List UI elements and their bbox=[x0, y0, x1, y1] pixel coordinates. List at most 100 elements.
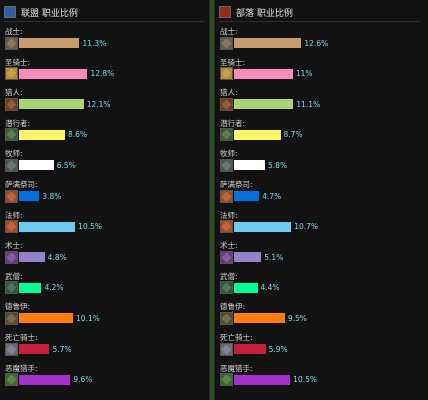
percentage-bar bbox=[19, 160, 54, 171]
warrior-sword-icon bbox=[220, 36, 233, 50]
percentage-label: 6.5% bbox=[56, 160, 76, 170]
alliance-header: 联盟 职业比例 bbox=[4, 4, 78, 20]
class-label: 术士: bbox=[5, 241, 23, 251]
percentage-label: 10.5% bbox=[293, 375, 317, 385]
death-knight-rune-icon bbox=[220, 342, 233, 356]
class-label: 武僧: bbox=[5, 271, 23, 281]
percentage-bar bbox=[234, 68, 293, 79]
percentage-label: 5.9% bbox=[268, 344, 288, 354]
alliance-class-row: 猎人: 12.1% bbox=[0, 88, 206, 116]
rogue-dagger-icon bbox=[5, 128, 18, 142]
percentage-bar bbox=[234, 344, 266, 354]
percentage-bar bbox=[19, 68, 88, 79]
percentage-bar bbox=[19, 191, 40, 201]
priest-staff-icon bbox=[220, 158, 233, 172]
horde-title: 部落 职业比例 bbox=[236, 8, 293, 19]
horde-class-row: 牧师: 5.8% bbox=[215, 149, 421, 177]
horde-class-row: 术士: 5.1% bbox=[215, 241, 421, 269]
horde-class-row: 潜行者: 8.7% bbox=[215, 119, 421, 147]
percentage-bar bbox=[234, 191, 260, 201]
percentage-bar bbox=[19, 252, 45, 263]
percentage-label: 4.7% bbox=[262, 191, 282, 201]
class-label: 术士: bbox=[220, 241, 238, 251]
shaman-totem-icon bbox=[220, 189, 233, 203]
percentage-label: 8.7% bbox=[283, 130, 303, 140]
alliance-class-row: 战士: 11.3% bbox=[0, 27, 206, 55]
class-label: 潜行者: bbox=[5, 118, 31, 128]
druid-claw-icon bbox=[220, 311, 233, 325]
class-label: 潜行者: bbox=[220, 118, 246, 128]
percentage-bar bbox=[19, 344, 50, 354]
horde-header-divider bbox=[219, 21, 420, 22]
alliance-class-row: 牧师: 6.5% bbox=[0, 149, 206, 177]
shaman-totem-icon bbox=[5, 189, 18, 203]
class-label: 萨满祭司: bbox=[220, 180, 253, 189]
paladin-hammer-icon bbox=[220, 67, 233, 81]
horde-class-row: 战士: 12.6% bbox=[215, 27, 421, 55]
percentage-label: 4.2% bbox=[44, 283, 64, 293]
percentage-label: 11.3% bbox=[82, 38, 107, 48]
alliance-class-row: 圣骑士: 12.8% bbox=[0, 58, 206, 86]
horde-class-row: 猎人: 11.1% bbox=[215, 88, 421, 116]
percentage-label: 5.7% bbox=[52, 344, 72, 354]
percentage-bar bbox=[234, 374, 291, 385]
percentage-label: 8.6% bbox=[68, 130, 88, 140]
alliance-panel: 联盟 职业比例 战士: 11.3% 圣骑士: 12.8% 猎人: 12.1% 潜行者: 8.6… bbox=[0, 0, 210, 400]
class-label: 德鲁伊: bbox=[5, 302, 31, 312]
paladin-hammer-icon bbox=[5, 67, 18, 81]
alliance-class-row: 德鲁伊: 10.1% bbox=[0, 302, 206, 330]
demon-hunter-glaive-icon bbox=[5, 373, 18, 387]
percentage-label: 11% bbox=[295, 69, 313, 79]
horde-class-row: 恶魔猎手: 10.5% bbox=[215, 364, 421, 392]
horde-panel: 部落 职业比例 战士: 12.6% 圣骑士: 11% 猎人: 11.1% 潜行者: 8.7% 牧… bbox=[214, 0, 424, 400]
alliance-class-row: 武僧: 4.2% bbox=[0, 272, 206, 300]
alliance-header-divider bbox=[4, 21, 205, 22]
percentage-label: 10.1% bbox=[76, 313, 100, 323]
percentage-bar bbox=[19, 374, 71, 385]
class-label: 武僧: bbox=[220, 271, 238, 281]
mage-wand-icon bbox=[5, 220, 18, 234]
monk-fist-icon bbox=[220, 281, 233, 295]
class-label: 牧师: bbox=[5, 149, 23, 159]
warlock-skull-icon bbox=[220, 250, 233, 264]
alliance-class-row: 潜行者: 8.6% bbox=[0, 119, 206, 147]
percentage-label: 12.6% bbox=[304, 38, 329, 48]
class-label: 战士: bbox=[220, 27, 238, 36]
rogue-dagger-icon bbox=[220, 128, 233, 142]
percentage-label: 12.8% bbox=[90, 69, 115, 79]
class-label: 猎人: bbox=[5, 88, 23, 98]
alliance-class-row: 恶魔猎手: 9.6% bbox=[0, 364, 206, 392]
percentage-label: 5.8% bbox=[268, 160, 288, 170]
percentage-bar bbox=[234, 160, 266, 171]
percentage-bar bbox=[19, 99, 84, 110]
percentage-bar bbox=[234, 99, 294, 110]
percentage-bar bbox=[19, 38, 80, 48]
horde-class-row: 萨满祭司: 4.7% bbox=[215, 180, 421, 208]
percentage-label: 10.5% bbox=[78, 222, 102, 232]
class-label: 萨满祭司: bbox=[5, 180, 38, 189]
percentage-label: 11.1% bbox=[296, 99, 321, 109]
horde-class-row: 圣骑士: 11% bbox=[215, 58, 421, 86]
percentage-bar bbox=[19, 221, 76, 232]
hunter-bow-icon bbox=[220, 97, 233, 111]
percentage-label: 3.8% bbox=[42, 191, 62, 201]
percentage-label: 10.7% bbox=[294, 222, 319, 232]
percentage-bar bbox=[234, 38, 302, 48]
class-label: 德鲁伊: bbox=[220, 302, 246, 312]
alliance-class-row: 死亡骑士: 5.7% bbox=[0, 333, 206, 361]
percentage-label: 9.6% bbox=[73, 375, 93, 385]
percentage-label: 4.8% bbox=[47, 252, 67, 262]
class-label: 牧师: bbox=[220, 149, 238, 159]
mage-wand-icon bbox=[220, 220, 233, 234]
class-label: 死亡骑士: bbox=[220, 333, 253, 342]
horde-class-row: 死亡骑士: 5.9% bbox=[215, 333, 421, 361]
percentage-bar bbox=[234, 221, 292, 232]
demon-hunter-glaive-icon bbox=[220, 373, 233, 387]
class-label: 死亡骑士: bbox=[5, 333, 38, 342]
priest-staff-icon bbox=[5, 158, 18, 172]
monk-fist-icon bbox=[5, 281, 18, 295]
alliance-class-row: 术士: 4.8% bbox=[0, 241, 206, 269]
class-label: 猎人: bbox=[220, 88, 238, 98]
percentage-bar bbox=[234, 129, 281, 140]
percentage-bar bbox=[19, 129, 65, 140]
